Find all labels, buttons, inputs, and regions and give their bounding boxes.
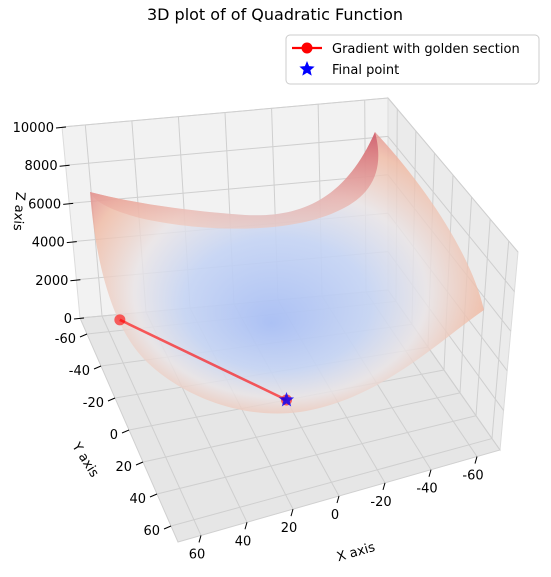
y-tick-mark [93,365,102,370]
legend-label-gradient: Gradient with golden section [332,42,520,57]
z-tick-label: 4000 [32,236,65,251]
y-axis-label: Y axis [68,439,102,480]
grid-line [491,240,510,439]
x-tick-label: -60 [462,469,483,484]
z-tick-label: 8000 [25,159,58,174]
axis-ticks: 0 2000 4000 6000 8000 10000 -60 -40 -20 0 20 40 60 60… [13,121,484,562]
surface-mesh [90,132,484,414]
x-tick-label: 60 [189,547,206,562]
z-tick-mark [55,126,67,129]
x-tick-mark [382,482,386,490]
y-tick-label: 0 [110,428,118,443]
x-tick-mark [474,456,478,464]
x-tick-mark [336,495,340,504]
z-tick-label: 2000 [35,274,68,289]
z-tick-mark [59,164,70,167]
x-tick-mark [244,522,248,530]
legend-star-marker [299,61,315,76]
x-tick-label: -40 [416,482,437,497]
z-tick-mark [63,202,74,205]
x-tick-mark [290,509,294,517]
z-tick-label: 0 [64,312,72,327]
y-tick-mark [163,525,172,530]
chart-title: 3D plot of of Quadratic Function [147,5,403,24]
legend-circle-marker [301,42,313,54]
z-tick-mark [70,279,81,282]
y-tick-label: 60 [143,524,160,539]
z-tick-label: 6000 [28,197,61,212]
y-tick-label: -20 [83,396,104,411]
legend-box [285,34,540,85]
y-tick-label: -60 [55,332,76,347]
x-axis-label: X axis [335,540,377,565]
z-tick-mark [73,317,85,320]
legend: Gradient with golden section Final point [285,34,540,85]
gradient-path-point [114,314,126,326]
x-tick-label: 20 [281,521,298,536]
z-tick-mark [66,241,77,244]
z-axis-label: Z axis [10,191,28,231]
surface-bowl [90,132,484,414]
y-tick-mark [107,397,116,402]
y-tick-mark [149,493,158,498]
grid-line [101,315,202,536]
y-tick-mark [79,333,88,338]
y-tick-label: -40 [69,364,90,379]
y-tick-mark [135,461,144,466]
x-tick-mark [428,469,432,477]
final-point-star [278,392,295,407]
x-tick-label: 40 [235,534,252,549]
series-layer [114,314,295,407]
y-tick-label: 40 [129,492,146,507]
legend-label-final: Final point [332,63,399,78]
y-tick-mark [121,429,130,434]
y-tick-label: 20 [115,460,132,475]
grid-line [475,218,491,416]
z-tick-label: 10000 [13,121,54,136]
x-tick-mark [198,535,202,543]
x-tick-label: 0 [331,508,339,523]
x-tick-label: -20 [370,495,391,510]
gradient-path-line [119,318,288,402]
